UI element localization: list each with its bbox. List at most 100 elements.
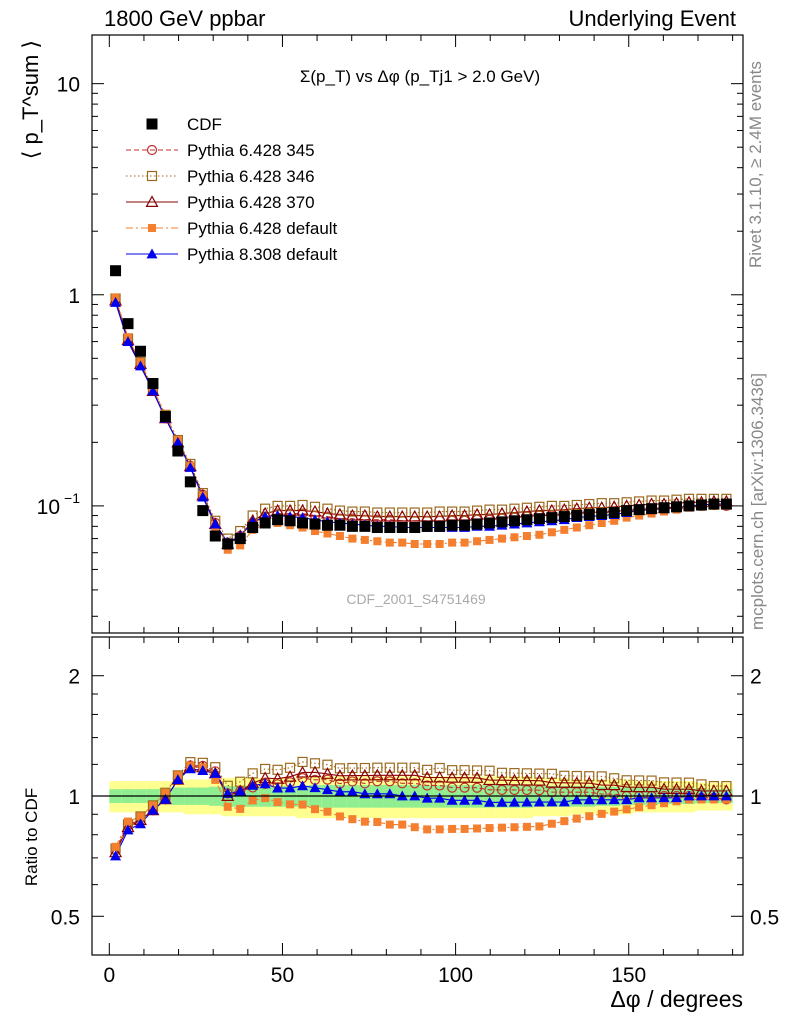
ratio-point-pythia-6-428-346 — [634, 775, 645, 786]
main-point-pythia-6-428-346 — [284, 500, 296, 511]
legend-marker-pythia-6-428-370 — [145, 195, 159, 207]
main-point-cdf — [695, 499, 707, 511]
legend: CDF Pythia 6.428 345 Pythia 6.428 346 Pythi… — [126, 115, 338, 264]
x-tick-label: 100 — [438, 964, 473, 987]
ratio-point-pythia-8-308-default — [583, 794, 595, 805]
ratio-point-pythia-6-428-345 — [509, 784, 520, 796]
main-point-pythia-6-428-346 — [309, 501, 321, 512]
ratio-point-pythia-6-428-370 — [595, 778, 609, 791]
main-point-cdf — [272, 514, 284, 526]
ratio-point-pythia-6-428-346 — [696, 779, 707, 790]
rivet-label: Rivet 3.1.10, ≥ 2.4M events — [746, 61, 765, 268]
ratio-y-tick-label-left: 1 — [68, 786, 80, 809]
y-tick-exponent: −1 — [64, 490, 80, 506]
main-point-cdf — [621, 505, 633, 517]
main-point-pythia-6-428-default — [485, 535, 494, 544]
main-point-cdf — [596, 508, 608, 520]
main-point-cdf — [658, 502, 670, 514]
main-point-pythia-6-428-370 — [395, 509, 409, 522]
ratio-point-pythia-6-428-default — [124, 817, 133, 826]
ratio-point-pythia-6-428-346 — [671, 777, 682, 788]
ratio-point-pythia-6-428-370 — [370, 768, 384, 781]
main-point-cdf — [396, 522, 408, 534]
ratio-point-pythia-6-428-default — [497, 823, 506, 832]
ratio-point-pythia-8-308-default — [671, 792, 683, 803]
x-tick-label: 150 — [611, 964, 646, 987]
ratio-point-pythia-6-428-default — [635, 803, 644, 812]
main-point-pythia-6-428-346 — [546, 500, 557, 511]
ratio-point-pythia-6-428-370 — [458, 770, 472, 783]
header-left: 1800 GeV ppbar — [104, 6, 266, 31]
ratio-point-pythia-6-428-346 — [621, 775, 632, 786]
ratio-point-pythia-6-428-default — [410, 823, 419, 832]
main-point-pythia-6-428-default — [323, 529, 332, 538]
ratio-point-pythia-6-428-345 — [434, 780, 445, 791]
legend-label-pythia-8-308-default: Pythia 8.308 default — [187, 245, 338, 264]
main-point-pythia-8-308-default — [147, 385, 159, 396]
ratio-point-pythia-6-428-370 — [582, 776, 596, 789]
ratio-point-pythia-6-428-370 — [632, 780, 646, 793]
ratio-point-pythia-6-428-346 — [471, 765, 483, 776]
ratio-point-pythia-6-428-346 — [584, 771, 595, 782]
ratio-point-pythia-6-428-370 — [495, 773, 509, 786]
main-point-pythia-6-428-default — [335, 532, 344, 541]
ratio-point-pythia-8-308-default — [346, 786, 358, 797]
ratio-point-pythia-6-428-345 — [359, 778, 370, 789]
main-point-pythia-6-428-346 — [447, 506, 458, 517]
main-point-pythia-6-428-default — [373, 537, 382, 546]
ratio-point-pythia-6-428-370 — [507, 773, 521, 786]
ratio-point-pythia-8-308-default — [658, 792, 670, 803]
ratio-point-pythia-6-428-370 — [283, 769, 297, 782]
main-point-cdf — [346, 520, 358, 532]
ratio-point-pythia-6-428-default — [660, 799, 669, 808]
main-point-pythia-6-428-default — [385, 538, 394, 547]
main-point-cdf — [159, 411, 171, 423]
main-point-cdf — [209, 530, 221, 542]
ratio-point-pythia-6-428-default — [211, 775, 220, 784]
ratio-point-pythia-6-428-345 — [447, 782, 458, 793]
ratio-point-pythia-6-428-default — [572, 814, 581, 823]
ratio-point-pythia-6-428-default — [248, 796, 257, 805]
ratio-point-pythia-6-428-346 — [334, 763, 346, 774]
series-markers — [109, 265, 733, 861]
ratio-point-pythia-6-428-default — [161, 788, 170, 797]
main-point-pythia-6-428-346 — [484, 504, 495, 515]
ratio-point-pythia-6-428-370 — [470, 771, 484, 783]
main-point-pythia-8-308-default — [184, 462, 196, 472]
ratio-point-pythia-6-428-346 — [509, 767, 520, 779]
main-point-pythia-6-428-default — [610, 516, 619, 525]
ratio-point-pythia-6-428-345 — [322, 774, 333, 785]
main-point-pythia-6-428-default — [460, 538, 469, 547]
ratio-point-pythia-6-428-346 — [646, 775, 657, 786]
main-y-tick-label-0.1: 10 −1 — [37, 490, 81, 519]
x-axis-label: Δφ / degrees — [610, 986, 743, 1012]
ratio-point-pythia-6-428-345 — [397, 778, 408, 789]
ratio-point-pythia-6-428-346 — [409, 762, 420, 773]
ratio-point-pythia-8-308-default — [134, 818, 146, 829]
ratio-point-pythia-6-428-345 — [384, 776, 395, 787]
ratio-point-pythia-6-428-default — [398, 820, 407, 829]
main-point-cdf — [484, 517, 496, 529]
main-point-cdf — [446, 519, 458, 531]
ratio-point-pythia-6-428-default — [597, 809, 606, 818]
main-point-cdf — [708, 498, 720, 510]
ratio-point-pythia-6-428-346 — [571, 770, 582, 782]
ratio-point-pythia-6-428-345 — [347, 776, 358, 787]
main-point-pythia-8-308-default — [110, 296, 122, 307]
ratio-point-pythia-6-428-346 — [534, 768, 545, 779]
ratio-point-pythia-6-428-345 — [484, 784, 495, 795]
ratio-point-pythia-8-308-default — [284, 782, 296, 793]
ratio-point-pythia-6-428-default — [510, 823, 519, 832]
main-point-cdf — [234, 533, 246, 545]
ratio-point-pythia-6-428-default — [286, 800, 295, 809]
main-point-cdf — [259, 517, 271, 529]
ratio-y-tick-label-right: 2 — [750, 666, 762, 689]
main-point-cdf — [297, 517, 309, 529]
ratio-point-pythia-6-428-345 — [422, 780, 433, 791]
ratio-point-pythia-6-428-default — [373, 818, 382, 827]
ratio-point-pythia-8-308-default — [122, 824, 134, 835]
main-point-pythia-6-428-346 — [471, 505, 483, 516]
ratio-point-pythia-6-428-346 — [422, 764, 433, 775]
ratio-point-pythia-6-428-370 — [645, 780, 659, 793]
ratio-point-pythia-6-428-346 — [559, 770, 570, 781]
